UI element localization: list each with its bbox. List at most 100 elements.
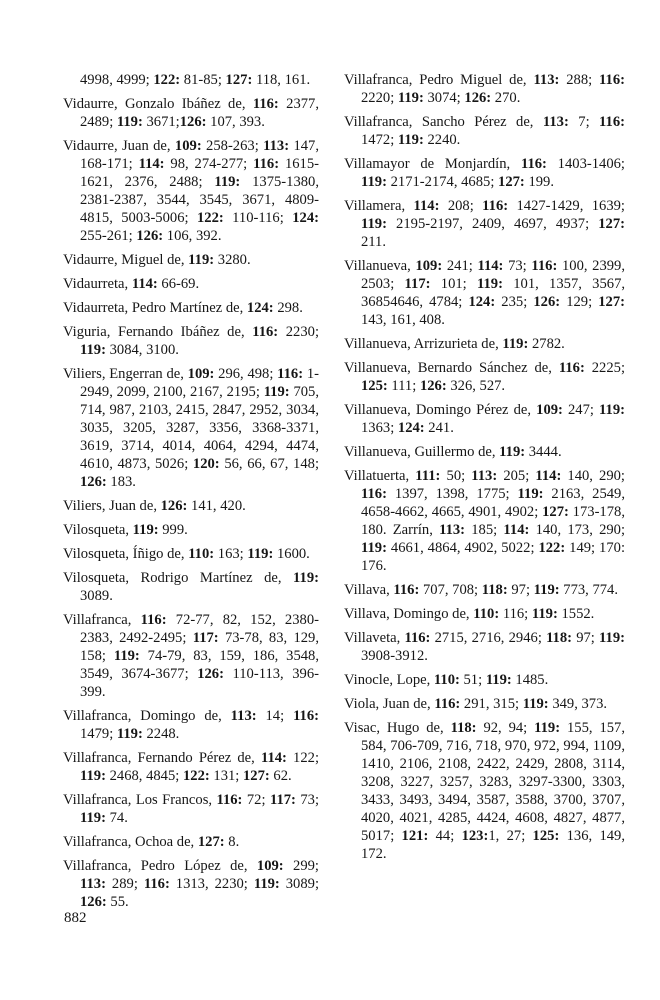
volume-number: 119: xyxy=(533,582,560,598)
volume-number: 114: xyxy=(138,156,165,172)
entry-text: 44; xyxy=(428,828,462,844)
volume-number: 119: xyxy=(80,768,106,784)
entry-text: Villamayor de Monjardín, xyxy=(344,156,521,172)
index-entry: Villafranca, Ochoa de, 127: 8. xyxy=(63,833,319,851)
volume-number: 127: xyxy=(598,294,625,310)
volume-number: 119: xyxy=(188,252,215,268)
entry-text: 66-69. xyxy=(157,276,200,292)
entry-text: 241. xyxy=(424,420,454,436)
entry-text: 72; xyxy=(242,792,270,808)
volume-number: 119: xyxy=(80,810,106,826)
entry-text: Visac, Hugo de, xyxy=(344,720,451,736)
entry-text: 270. xyxy=(491,90,521,106)
entry-text: 3444. xyxy=(525,444,562,460)
entry-text: 183. xyxy=(106,474,136,490)
entry-text: 255-261; xyxy=(80,228,137,244)
entry-text: 141, 420. xyxy=(187,498,246,514)
volume-number: 126: xyxy=(160,498,188,514)
index-entry: Villava, Domingo de, 110: 116; 119: 1552… xyxy=(344,605,625,623)
entry-text: Vilosqueta, Íñigo de, xyxy=(63,546,189,562)
index-entry: Villafranca, Fernando Pérez de, 114: 122… xyxy=(63,749,319,785)
entry-text: 4661, 4864, 4902, 5022; xyxy=(386,540,539,556)
volume-number: 116: xyxy=(404,630,431,646)
volume-number: 119: xyxy=(361,174,387,190)
index-entry: Villafranca, Pedro Miguel de, 113: 288; … xyxy=(344,71,625,107)
volume-number: 127: xyxy=(243,768,270,784)
index-entry: Viola, Juan de, 116: 291, 315; 119: 349,… xyxy=(344,695,625,713)
volume-number: 119: xyxy=(599,630,625,646)
volume-number: 126: xyxy=(464,90,492,106)
volume-number: 124: xyxy=(468,294,496,310)
index-entry: Vidaurre, Gonzalo Ibáñez de, 116: 2377, … xyxy=(63,95,319,131)
entry-text: 155, 157, 584, 706-709, 716, 718, 970, 9… xyxy=(361,720,625,844)
volume-number: 116: xyxy=(393,582,420,598)
volume-number: 109: xyxy=(174,138,202,154)
index-entry: Villamera, 114: 208; 116: 1427-1429, 163… xyxy=(344,197,625,251)
index-entry: Villanueva, 109: 241; 114: 73; 116: 100,… xyxy=(344,257,625,329)
volume-number: 116: xyxy=(361,486,387,502)
entry-text: 208; xyxy=(439,198,483,214)
index-entry: Visac, Hugo de, 118: 92, 94; 119: 155, 1… xyxy=(344,719,625,863)
index-entry: Villanueva, Arrizurieta de, 119: 2782. xyxy=(344,335,625,353)
entry-text: 1615-1621, 2376, 2488; xyxy=(80,156,319,190)
volume-number: 124: xyxy=(397,420,425,436)
entry-text: Vilosqueta, Rodrigo Martínez de, xyxy=(63,570,294,586)
entry-text: 349, 373. xyxy=(548,696,608,712)
volume-number: 119: xyxy=(116,114,143,130)
volume-number: 119: xyxy=(293,570,319,586)
entry-text: 72-77, 82, 152, 2380-2383, 2492-2495; xyxy=(80,612,319,646)
volume-number: 116: xyxy=(434,696,461,712)
entry-text: 7; xyxy=(568,114,600,130)
volume-number: 119: xyxy=(253,876,280,892)
entry-text: 4998, 4999; xyxy=(80,72,154,88)
volume-number: 119: xyxy=(361,540,387,556)
volume-number: 109: xyxy=(256,858,284,874)
entry-text: 326, 527. xyxy=(446,378,506,394)
index-entry: Vidaurreta, Pedro Martínez de, 124: 298. xyxy=(63,299,319,317)
volume-number: 118: xyxy=(450,720,477,736)
volume-number: 126: xyxy=(533,294,561,310)
volume-number: 116: xyxy=(599,72,625,88)
entry-text: 3089; xyxy=(279,876,319,892)
volume-number: 114: xyxy=(131,276,158,292)
entry-text: 81-85; xyxy=(180,72,226,88)
entry-text: Villafranca, Domingo de, xyxy=(63,708,231,724)
index-entry: Vidaurre, Juan de, 109: 258-263; 113: 14… xyxy=(63,137,319,245)
volume-number: 124: xyxy=(246,300,274,316)
entry-text: 97; xyxy=(507,582,534,598)
entry-text: Viguria, Fernando Ibáñez de, xyxy=(63,324,253,340)
index-entry: Villanueva, Bernardo Sánchez de, 116: 22… xyxy=(344,359,625,395)
index-entry: Vidaurre, Miguel de, 119: 3280. xyxy=(63,251,319,269)
volume-number: 119: xyxy=(485,672,512,688)
entry-text: 773, 774. xyxy=(559,582,618,598)
index-entry: Vilosqueta, Rodrigo Martínez de, 119: 30… xyxy=(63,569,319,605)
entry-text: 2782. xyxy=(528,336,565,352)
entry-text: 1427-1429, 1639; xyxy=(508,198,625,214)
volume-number: 113: xyxy=(471,468,498,484)
entry-text: Villamera, xyxy=(344,198,414,214)
entry-text: 298. xyxy=(273,300,303,316)
volume-number: 126: xyxy=(80,474,107,490)
volume-number: 116: xyxy=(293,708,320,724)
entry-text: Villava, xyxy=(344,582,394,598)
entry-text: 98, 274-277; xyxy=(164,156,254,172)
entry-text: 2163, 2549, 4658-4662, 4665, 4901, 4902; xyxy=(361,486,626,520)
entry-text: 2195-2197, 2409, 4697, 4937; xyxy=(386,216,599,232)
entry-text: 73; xyxy=(503,258,532,274)
entry-text: 291, 315; xyxy=(460,696,523,712)
entry-text: 205; xyxy=(497,468,536,484)
entry-text: 1600. xyxy=(273,546,310,562)
index-entry: Villafranca, 116: 72-77, 82, 152, 2380-2… xyxy=(63,611,319,701)
entry-text: 241; xyxy=(442,258,478,274)
entry-text: Villafranca, Pedro Miguel de, xyxy=(344,72,534,88)
index-entry: Villafranca, Pedro López de, 109: 299; 1… xyxy=(63,857,319,911)
index-entry: Vidaurreta, 114: 66-69. xyxy=(63,275,319,293)
index-entry: Vinocle, Lope, 110: 51; 119: 1485. xyxy=(344,671,625,689)
entry-text: 3084, 3100. xyxy=(105,342,179,358)
index-entry: Villanueva, Domingo Pérez de, 109: 247; … xyxy=(344,401,625,437)
entry-text: 100, 2399, 2503; xyxy=(361,258,625,292)
volume-number: 113: xyxy=(439,522,466,538)
entry-text: Vidaurre, Juan de, xyxy=(63,138,175,154)
entry-text: Vilosqueta, xyxy=(63,522,133,538)
page-number: 882 xyxy=(64,910,87,926)
